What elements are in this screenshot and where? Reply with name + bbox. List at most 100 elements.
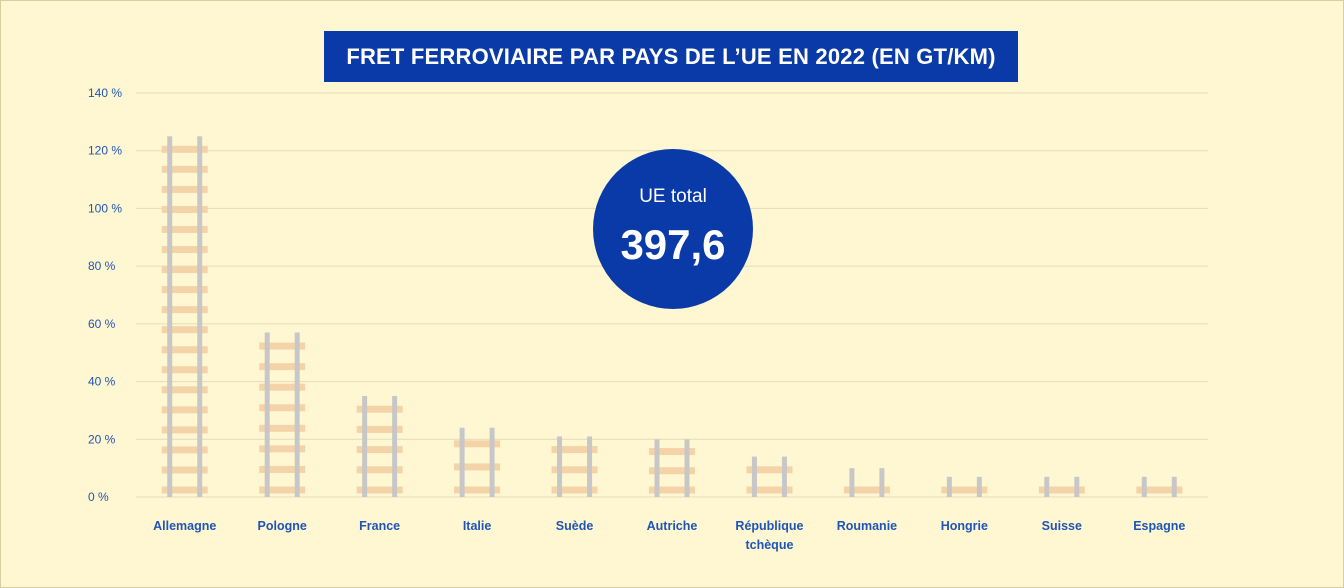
y-tick-label: 20 % [88,432,116,446]
category-label: Espagne [1133,519,1185,533]
sleeper [161,406,208,414]
sleeper [259,383,306,391]
sleeper [1038,486,1085,494]
y-tick-label: 120 % [88,144,122,158]
category-label: Autriche [647,519,698,533]
sleeper [161,185,208,193]
y-tick-label: 40 % [88,375,116,389]
y-tick-label: 80 % [88,259,116,273]
sleeper [454,486,501,494]
category-label: Italie [463,519,492,533]
bars [161,136,1183,498]
rail-right [1171,476,1177,497]
y-tick-label: 60 % [88,317,116,331]
category-label: République [735,519,803,533]
sleeper [161,306,208,314]
bar [356,396,403,497]
rail-right [976,476,982,497]
rail-left [557,436,563,497]
rail-left [459,427,465,497]
sleeper [454,463,501,471]
sleeper [551,446,598,454]
bar [1038,476,1085,497]
sleeper [259,465,306,473]
sleeper [259,363,306,371]
sleeper [161,266,208,274]
rail-left [654,439,660,497]
sleeper [356,466,403,474]
eu-total-badge: UE total 397,6 [593,149,753,309]
rail-left [167,136,173,498]
category-label: Pologne [258,519,307,533]
rail-left [751,456,757,497]
category-label: Suisse [1042,519,1082,533]
sleeper [259,445,306,453]
sleeper [259,486,306,494]
rail-right [587,436,593,497]
y-tick-label: 100 % [88,201,122,215]
bar [843,468,890,497]
rail-left [946,476,952,497]
sleeper [356,425,403,433]
sleeper [551,466,598,474]
sleeper [356,446,403,454]
chart-title: FRET FERROVIAIRE PAR PAYS DE L’UE EN 202… [324,31,1018,82]
rail-right [781,456,787,497]
sleeper [161,326,208,334]
bar [746,456,793,497]
sleeper [161,145,208,153]
rail-right [684,439,690,497]
sleeper [161,246,208,254]
rail-right [392,396,398,497]
sleeper [1136,486,1183,494]
bar [649,439,695,497]
sleeper [161,386,208,394]
rail-left [264,332,270,497]
y-tick-label: 140 % [88,86,122,100]
category-label: France [359,519,400,533]
bar [1136,476,1183,497]
sleeper [259,424,306,432]
bar [454,427,501,497]
rail-right [1074,476,1080,497]
sleeper [649,486,695,494]
rail-left [362,396,368,497]
eu-total-label: UE total [639,186,707,207]
sleeper [941,486,988,494]
sleeper [161,225,208,233]
sleeper [161,486,208,494]
category-label: Allemagne [153,519,216,533]
rail-right [197,136,203,498]
sleeper [161,466,208,474]
bar [941,476,988,497]
sleeper [454,440,501,448]
y-axis-tick-labels: 0 % 20 % 40 % 60 % 80 % 100 % 120 % 140 % [88,86,122,504]
sleeper [161,426,208,434]
rail-right [879,468,885,497]
sleeper [843,486,890,494]
sleeper [259,404,306,412]
category-label: Roumanie [837,519,897,533]
rail-right [294,332,300,497]
sleeper [649,467,695,475]
bar [259,332,306,497]
eu-total-circle [593,149,753,309]
sleeper [551,486,598,494]
category-label: Hongrie [941,519,988,533]
category-label: tchèque [745,538,793,552]
sleeper [649,448,695,456]
rail-left [849,468,855,497]
rail-left [1141,476,1147,497]
sleeper [259,342,306,350]
sleeper [356,486,403,494]
bar [551,436,598,497]
rail-right [489,427,495,497]
grid-lines [136,92,1208,498]
category-label: Suède [556,519,594,533]
sleeper [161,366,208,374]
y-tick-label: 0 % [88,490,109,504]
eu-total-value: 397,6 [620,221,725,268]
sleeper [161,205,208,213]
sleeper [746,486,793,494]
